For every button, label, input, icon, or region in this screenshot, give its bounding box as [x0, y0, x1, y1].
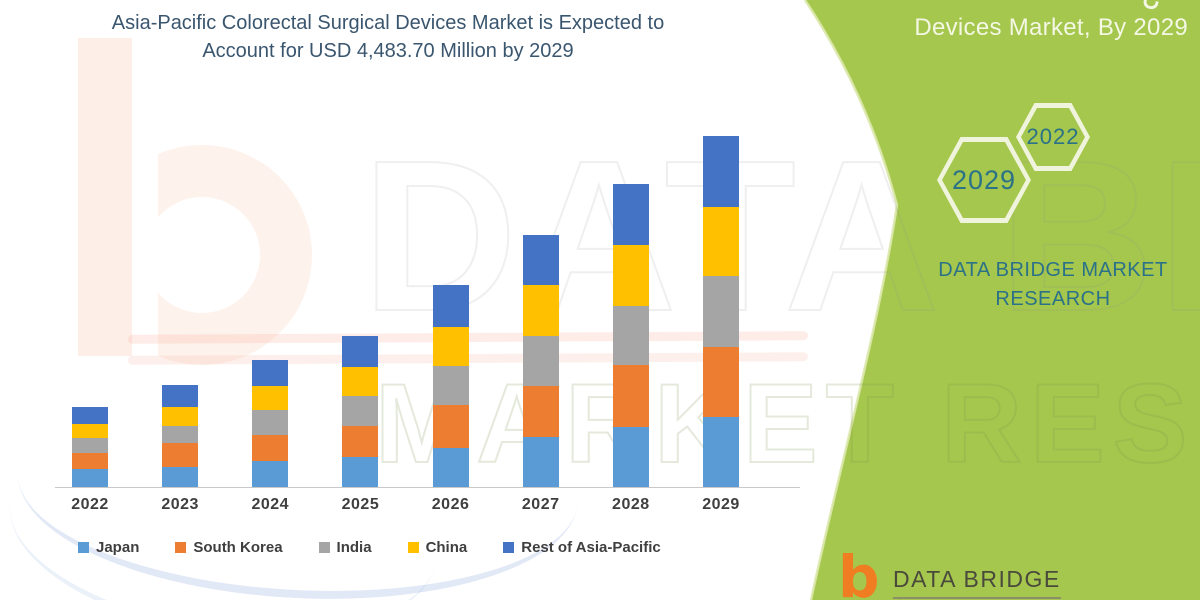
- footer-logo-title: DATA BRIDGE: [893, 566, 1061, 599]
- bar-2026-segment-japan: [432, 447, 469, 487]
- legend-label-south-korea: South Korea: [193, 539, 283, 556]
- bar-2027-segment-japan: [522, 436, 559, 487]
- legend-swatch-rest-of-asia-pacific-icon: [503, 542, 515, 553]
- bar-2022-segment-south-korea: [72, 452, 108, 470]
- bar-2029-segment-japan: [702, 416, 739, 487]
- bar-2023-segment-india: [162, 426, 199, 444]
- bar-2025-segment-japan: [342, 456, 379, 487]
- legend-label-india: India: [336, 539, 372, 556]
- bar-2028: [612, 184, 649, 487]
- chart-title-line-1: Asia-Pacific Colorectal Surgical Devices…: [111, 12, 665, 34]
- bar-2022-segment-japan: [72, 469, 108, 487]
- bar-2026-segment-rest-of-asia-pacific: [432, 285, 469, 328]
- x-axis-labels: 2022 2023 2024 2025 2026 2027 2028 2029: [71, 496, 740, 514]
- x-axis-label-2027: 2027: [521, 496, 560, 513]
- bar-2026: [432, 285, 469, 487]
- bar-2027-segment-rest-of-asia-pacific: [522, 235, 559, 286]
- bar-2023-segment-rest-of-asia-pacific: [162, 384, 199, 408]
- legend-swatch-japan-icon: [78, 542, 89, 553]
- bar-2023: [162, 384, 199, 487]
- panel-heading: Devices Market, By 2029: [914, 14, 1188, 41]
- bar-2028-segment-india: [612, 305, 649, 366]
- data-bridge-logo-icon: b: [838, 543, 880, 600]
- bar-2027-segment-india: [522, 336, 559, 386]
- bar-2028-segment-japan: [612, 427, 649, 487]
- legend-label-china: China: [425, 539, 468, 556]
- x-axis-label-2028: 2028: [612, 496, 650, 513]
- legend-item-japan: Japan: [78, 539, 139, 556]
- bar-2025-segment-rest-of-asia-pacific: [342, 336, 379, 367]
- bar-2023-segment-japan: [162, 467, 199, 487]
- x-axis-label-2022: 2022: [71, 496, 109, 513]
- plot-area: [72, 117, 739, 487]
- legend: Japan South Korea India China Rest of Asia-P…: [78, 539, 661, 556]
- bar-2026-segment-south-korea: [432, 404, 469, 448]
- bar-2029-segment-india: [702, 276, 739, 347]
- legend-item-india: India: [318, 539, 372, 556]
- bar-2023-segment-south-korea: [162, 443, 199, 467]
- bar-2022: [72, 407, 108, 487]
- chart-title: Asia-Pacific Colorectal Surgical Devices…: [68, 9, 708, 65]
- bar-2029-segment-south-korea: [702, 346, 739, 417]
- hexagon-2022-inner: 2022: [1021, 108, 1085, 166]
- bar-2027: [522, 235, 559, 487]
- x-axis-label-2026: 2026: [431, 496, 470, 513]
- legend-item-china: China: [407, 539, 468, 556]
- brand-text: DATA BRIDGE MARKET RESEARCH: [938, 259, 1168, 310]
- legend-swatch-south-korea-icon: [175, 542, 187, 553]
- bar-2029-segment-china: [702, 207, 739, 277]
- bar-2027-segment-china: [522, 285, 559, 337]
- bar-2025-segment-south-korea: [342, 425, 379, 457]
- bar-2029: [702, 136, 739, 487]
- legend-item-south-korea: South Korea: [175, 539, 283, 556]
- x-axis-label-2023: 2023: [161, 496, 199, 513]
- legend-label-japan: Japan: [96, 539, 140, 556]
- bar-2026-segment-china: [432, 327, 469, 366]
- bar-2029-segment-rest-of-asia-pacific: [702, 136, 739, 208]
- bar-2025-segment-india: [342, 395, 379, 426]
- x-axis-label-2024: 2024: [251, 496, 290, 513]
- legend-label-rest-of-asia-pacific: Rest of Asia-Pacific: [521, 539, 661, 556]
- bar-2025-segment-china: [342, 366, 379, 396]
- bar-2024-segment-south-korea: [252, 435, 289, 462]
- bar-2028-segment-china: [612, 244, 649, 306]
- bar-2024-segment-india: [252, 410, 289, 436]
- hexagon-2029-label: 2029: [951, 164, 1017, 195]
- bar-2026-segment-india: [432, 365, 469, 405]
- bar-2022-segment-rest-of-asia-pacific: [72, 407, 108, 425]
- legend-swatch-china-icon: [407, 542, 419, 553]
- bar-2028-segment-rest-of-asia-pacific: [612, 184, 649, 245]
- chart-title-line-2: Account for USD 4,483.70 Million by 2029: [202, 40, 574, 62]
- x-axis-label-2029: 2029: [702, 496, 740, 513]
- bar-2028-segment-south-korea: [612, 365, 649, 428]
- hexagon-2029-inner: 2029: [942, 142, 1026, 218]
- legend-item-rest-of-asia-pacific: Rest of Asia-Pacific: [503, 539, 661, 556]
- hexagon-2022-label: 2022: [1026, 124, 1080, 149]
- bar-2027-segment-south-korea: [522, 385, 559, 437]
- bar-2022-segment-china: [72, 424, 108, 439]
- bar-2024-segment-japan: [252, 461, 289, 487]
- x-axis-label-2025: 2025: [341, 496, 380, 513]
- footer-logo-subtitle: MARKET RESEARCH: [895, 597, 1062, 600]
- bar-2023-segment-china: [162, 407, 199, 427]
- x-axis-baseline: [55, 487, 800, 488]
- bar-2024-segment-china: [252, 386, 289, 411]
- bar-2024-segment-rest-of-asia-pacific: [252, 360, 289, 387]
- bar-2024: [252, 360, 289, 487]
- legend-swatch-india-icon: [318, 542, 330, 553]
- bar-2022-segment-india: [72, 438, 108, 453]
- hexagon-2029-badge: 2029: [937, 137, 1031, 223]
- bar-2025: [342, 336, 379, 487]
- hexagon-2022-badge: 2022: [1016, 103, 1090, 171]
